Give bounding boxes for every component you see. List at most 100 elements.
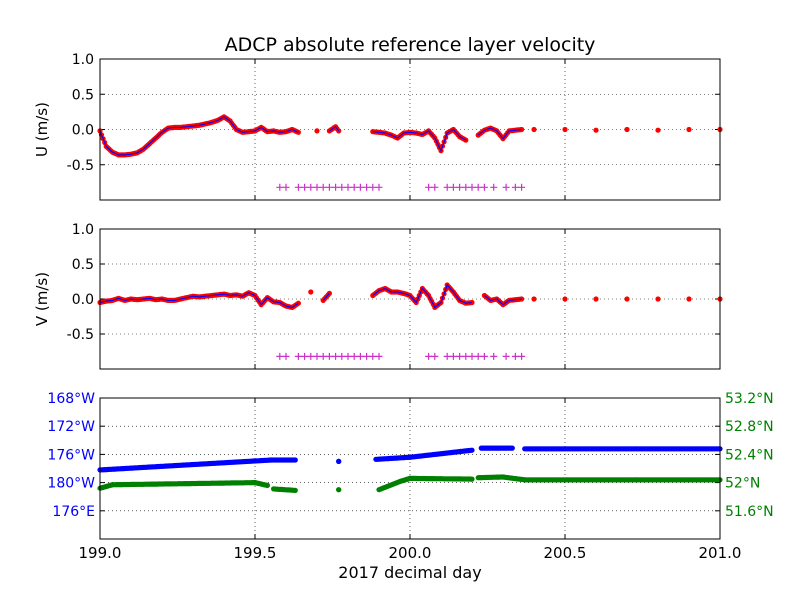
flag-marker [511, 183, 519, 191]
y-tick-label: 0.0 [72, 123, 94, 139]
flag-marker [294, 352, 302, 360]
flag-marker [518, 352, 526, 360]
velocity-series-V [97, 282, 723, 310]
axes-frame-position [99, 397, 721, 540]
flag-marker [443, 352, 451, 360]
x-tick-label: 199.5 [234, 544, 277, 562]
flag-marker [313, 183, 321, 191]
flag-marker [443, 183, 451, 191]
flag-marker [363, 352, 371, 360]
x-tick-label: 201.0 [699, 544, 742, 562]
latitude-series [97, 474, 723, 493]
flag-marker [282, 183, 290, 191]
y-tick-label-left: 180°W [47, 476, 95, 492]
flag-marker [502, 352, 510, 360]
flag-marker [456, 183, 464, 191]
flag-marker [431, 352, 439, 360]
flag-marker [462, 352, 470, 360]
velocity-point [531, 126, 537, 133]
velocity-point [686, 296, 692, 302]
flag-marker [468, 352, 476, 360]
x-tick-label: 200.5 [544, 544, 587, 562]
y-tick-label: 1.0 [72, 52, 94, 68]
y-axis-label-V: V (m/s) [33, 272, 51, 326]
velocity-point [593, 127, 599, 133]
velocity-point [655, 296, 661, 302]
flag-marker [356, 183, 364, 191]
flag-marker [363, 183, 371, 191]
velocity-point [531, 296, 537, 302]
flag-marker [294, 183, 302, 191]
flag-marker [307, 352, 315, 360]
velocity-point [295, 129, 301, 135]
longitude-series [97, 445, 723, 473]
flag-marker [462, 183, 470, 191]
flag-marker [468, 183, 476, 191]
panel-U [97, 58, 723, 201]
y-axis-label-U: U (m/s) [33, 102, 51, 157]
velocity-point [624, 126, 630, 133]
longitude-point [292, 457, 298, 463]
flag-marker [375, 183, 383, 191]
x-tick-label: 200.0 [389, 544, 432, 562]
velocity-series-U [97, 114, 723, 158]
velocity-point [308, 289, 314, 295]
latitude-point [292, 487, 298, 493]
velocity-point [562, 126, 568, 133]
flag-markers-U [276, 183, 526, 191]
latitude-point [336, 487, 342, 493]
axes-frame-U [99, 58, 721, 201]
velocity-line [100, 285, 720, 307]
chart-title: ADCP absolute reference layer velocity [224, 34, 596, 56]
velocity-point [686, 126, 692, 133]
y-tick-label-left: 176°E [52, 504, 95, 520]
flag-marker [301, 352, 309, 360]
y-tick-label: 0.5 [72, 257, 94, 273]
flag-marker [313, 352, 321, 360]
velocity-point [624, 296, 630, 302]
y-tick-label: 1.0 [72, 222, 94, 238]
flag-marker [301, 183, 309, 191]
flag-marker [480, 352, 488, 360]
flag-marker [369, 183, 377, 191]
flag-marker [449, 352, 457, 360]
flag-marker [350, 183, 358, 191]
flag-marker [338, 183, 346, 191]
y-tick-label: 0.5 [72, 87, 94, 103]
y-tick-label-right: 51.6°N [725, 504, 774, 520]
longitude-point [336, 458, 342, 464]
velocity-point [562, 296, 568, 302]
y-tick-label-left: 172°W [47, 419, 95, 435]
flag-marker [307, 183, 315, 191]
flag-marker [456, 352, 464, 360]
flag-markers-V [276, 352, 526, 360]
flag-marker [325, 183, 333, 191]
flag-marker [369, 352, 377, 360]
flag-marker [449, 183, 457, 191]
flag-marker [319, 352, 327, 360]
flag-marker [511, 352, 519, 360]
flag-marker [474, 352, 482, 360]
longitude-point [469, 447, 475, 453]
longitude-point [509, 445, 515, 451]
flag-marker [350, 352, 358, 360]
y-tick-label-right: 53.2°N [725, 391, 774, 407]
y-tick-label: -0.5 [67, 158, 94, 174]
flag-marker [356, 352, 364, 360]
flag-marker [490, 183, 498, 191]
flag-marker [518, 183, 526, 191]
flag-marker [474, 183, 482, 191]
latitude-point [469, 476, 475, 482]
flag-marker [338, 352, 346, 360]
panel-V [97, 228, 723, 370]
latitude-point [264, 482, 270, 488]
x-axis-label: 2017 decimal day [338, 563, 482, 582]
flag-marker [490, 352, 498, 360]
flag-marker [282, 352, 290, 360]
x-tick-label: 199.0 [79, 544, 122, 562]
y-tick-label-left: 168°W [47, 391, 95, 407]
velocity-point [593, 296, 599, 302]
flag-marker [344, 183, 352, 191]
axes-frame-V [99, 228, 721, 370]
